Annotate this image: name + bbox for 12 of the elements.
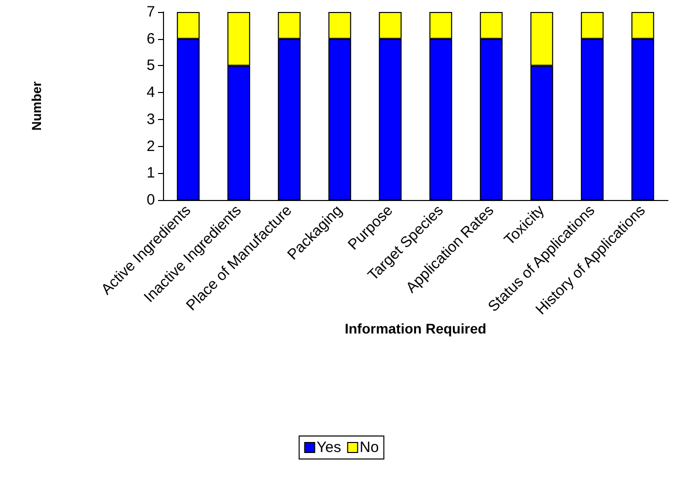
y-axis-title: Number	[29, 81, 44, 131]
y-tick-label: 5	[146, 57, 155, 74]
y-tick-label: 7	[146, 4, 155, 20]
y-tick-label: 0	[146, 192, 155, 208]
y-tick-label: 4	[146, 84, 155, 102]
legend-label: No	[360, 439, 379, 456]
y-tick-label: 2	[146, 138, 155, 155]
y-tick-label: 3	[146, 110, 155, 128]
legend-label: Yes	[316, 439, 342, 456]
x-axis-title: Information Required	[344, 320, 486, 336]
y-tick-label: 1	[146, 164, 155, 182]
y-tick-label: 6	[146, 30, 155, 48]
